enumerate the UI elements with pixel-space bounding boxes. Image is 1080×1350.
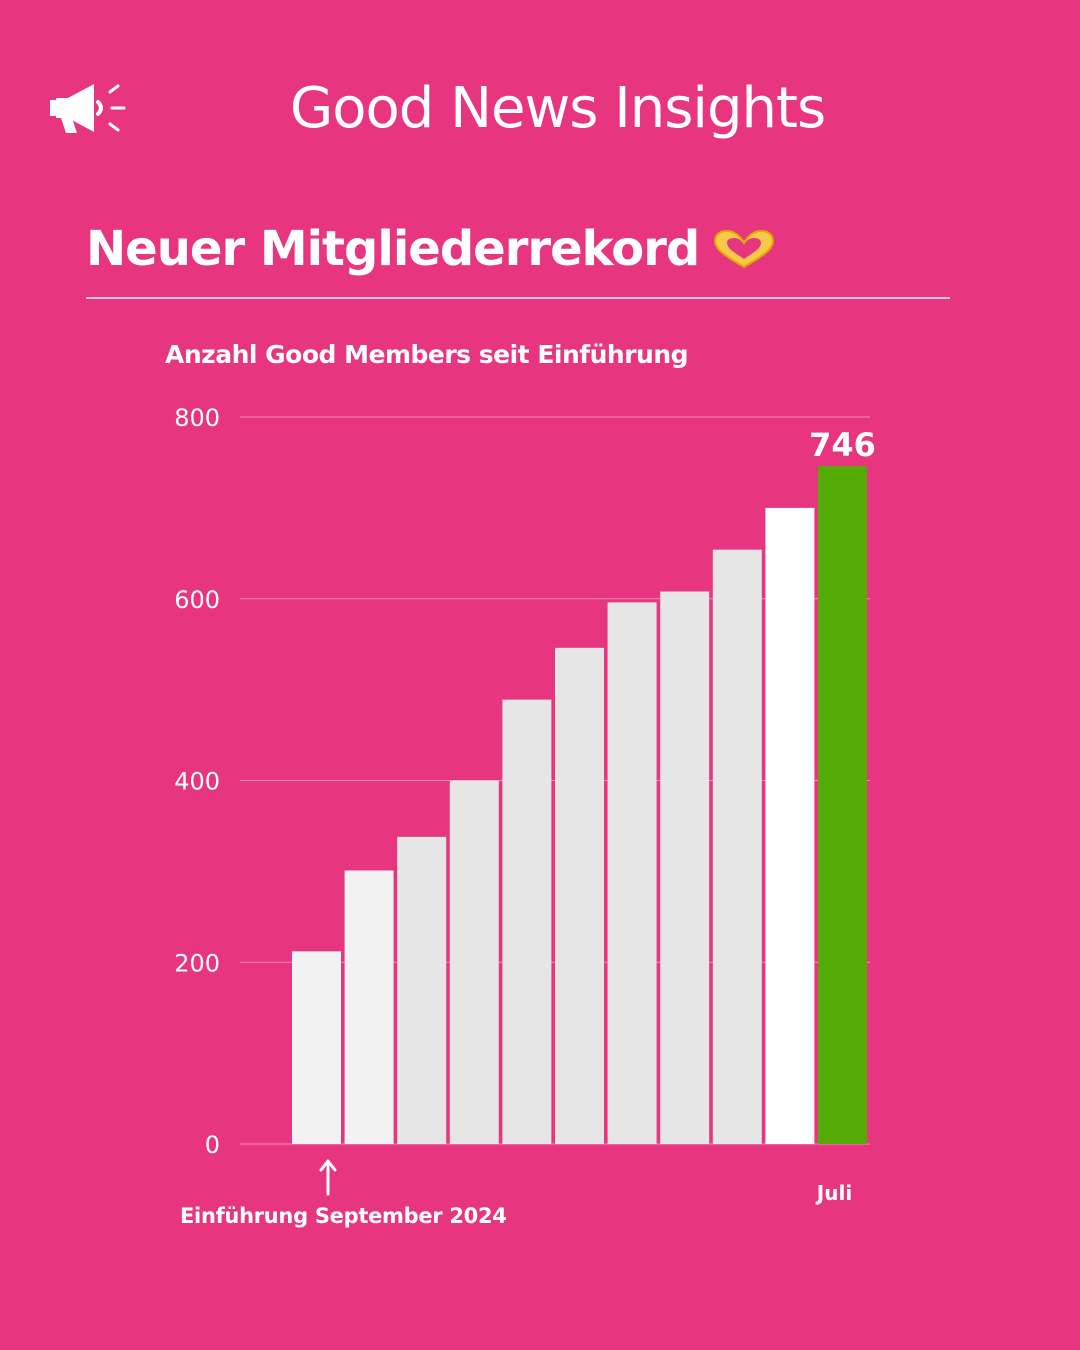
bar [818, 466, 867, 1144]
headline: Neuer Mitgliederrekord [86, 221, 700, 277]
heart-hands-icon [714, 229, 775, 269]
y-tick-label: 0 [205, 1131, 220, 1159]
bar-data-label: 746 [809, 426, 876, 464]
y-tick-label: 200 [174, 949, 220, 977]
annotation-start: Einführung September 2024 [180, 1204, 507, 1228]
y-tick-label: 600 [174, 586, 220, 614]
x-tick-label: Juli [815, 1181, 852, 1205]
app-title: Good News Insights [289, 76, 826, 141]
header: Good News Insights [0, 0, 1080, 200]
bar [607, 602, 657, 1144]
bar [397, 836, 447, 1144]
bar [449, 780, 499, 1144]
bar [555, 647, 604, 1144]
y-tick-label: 800 [174, 404, 220, 432]
bar [765, 507, 815, 1144]
chart-title: Anzahl Good Members seit Einführung [165, 340, 689, 369]
bar [502, 699, 552, 1144]
megaphone-icon [50, 84, 126, 133]
divider [86, 297, 950, 299]
y-tick-label: 400 [174, 768, 220, 796]
bar [292, 951, 341, 1144]
arrow-up-icon [319, 1159, 337, 1196]
bar [344, 870, 394, 1144]
bar [712, 549, 762, 1144]
bar [660, 591, 710, 1144]
headline-row: Neuer Mitgliederrekord [86, 214, 777, 284]
